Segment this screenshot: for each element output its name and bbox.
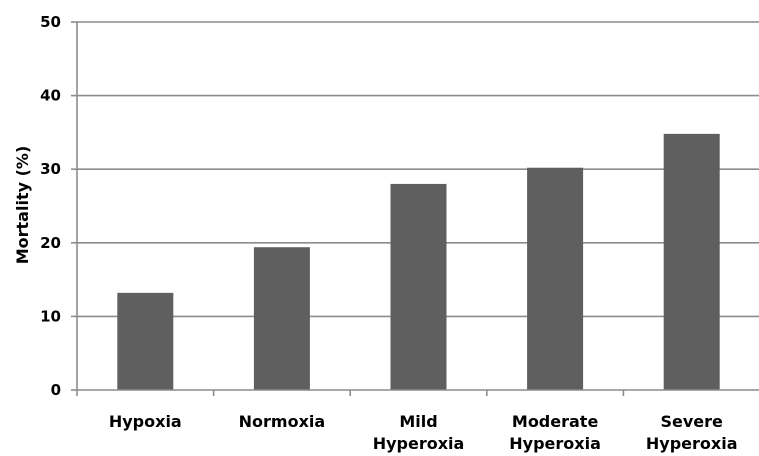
y-tick-label: 30 (40, 160, 61, 178)
bars (117, 133, 720, 390)
x-tick-label: Hypoxia (109, 412, 182, 431)
y-tick-labels: 0 10 20 30 40 50 (40, 13, 61, 399)
bar (527, 167, 584, 390)
y-tick-label: 50 (40, 13, 61, 31)
bar (390, 183, 447, 390)
y-tick-label: 0 (51, 381, 61, 399)
bar (117, 292, 174, 390)
bar (253, 247, 310, 390)
x-tick-label: Moderate Hyperoxia (509, 412, 601, 453)
x-tick-label: Normoxia (239, 412, 326, 431)
x-tick-label: Mild Hyperoxia (373, 412, 465, 453)
x-tick-label: Severe Hyperoxia (646, 412, 738, 453)
gridlines (77, 21, 759, 318)
y-tick-label: 20 (40, 234, 61, 252)
y-tick-label: 40 (40, 87, 61, 105)
y-axis-title: Mortality (%) (13, 146, 32, 265)
bar (663, 133, 720, 390)
x-tick-labels: Hypoxia Normoxia Mild Hyperoxia Moderate Hype… (109, 412, 738, 453)
y-tick-label: 10 (40, 307, 61, 325)
axes (71, 21, 759, 396)
